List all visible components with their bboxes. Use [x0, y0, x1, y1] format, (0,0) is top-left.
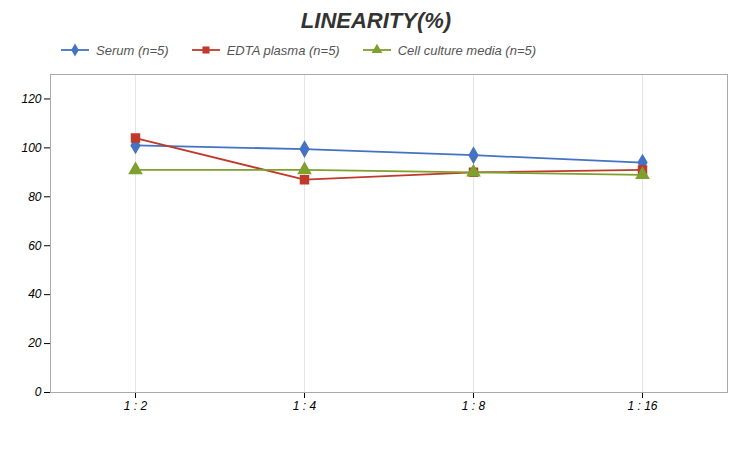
html-text:Cell culture media (n=5): Cell culture media (n=5): [397, 42, 537, 58]
svg-text:1 : 16: 1 : 16: [627, 399, 657, 413]
html-text:LINEARITY(%): LINEARITY(%): [300, 8, 452, 33]
svg-text:0: 0: [35, 385, 42, 399]
svg-text:1 : 2: 1 : 2: [124, 399, 148, 413]
svg-text:1 : 4: 1 : 4: [293, 399, 317, 413]
html-text:Serum (n=5): Serum (n=5): [96, 42, 169, 58]
svg-text:60: 60: [28, 239, 42, 253]
svg-text:120: 120: [21, 92, 41, 106]
svg-text:1 : 8: 1 : 8: [462, 399, 486, 413]
svg-text:40: 40: [28, 287, 42, 301]
svg-text:20: 20: [27, 336, 42, 350]
svg-text:100: 100: [21, 141, 41, 155]
html-text:EDTA plasma (n=5): EDTA plasma (n=5): [226, 42, 340, 58]
svg-text:80: 80: [28, 190, 42, 204]
